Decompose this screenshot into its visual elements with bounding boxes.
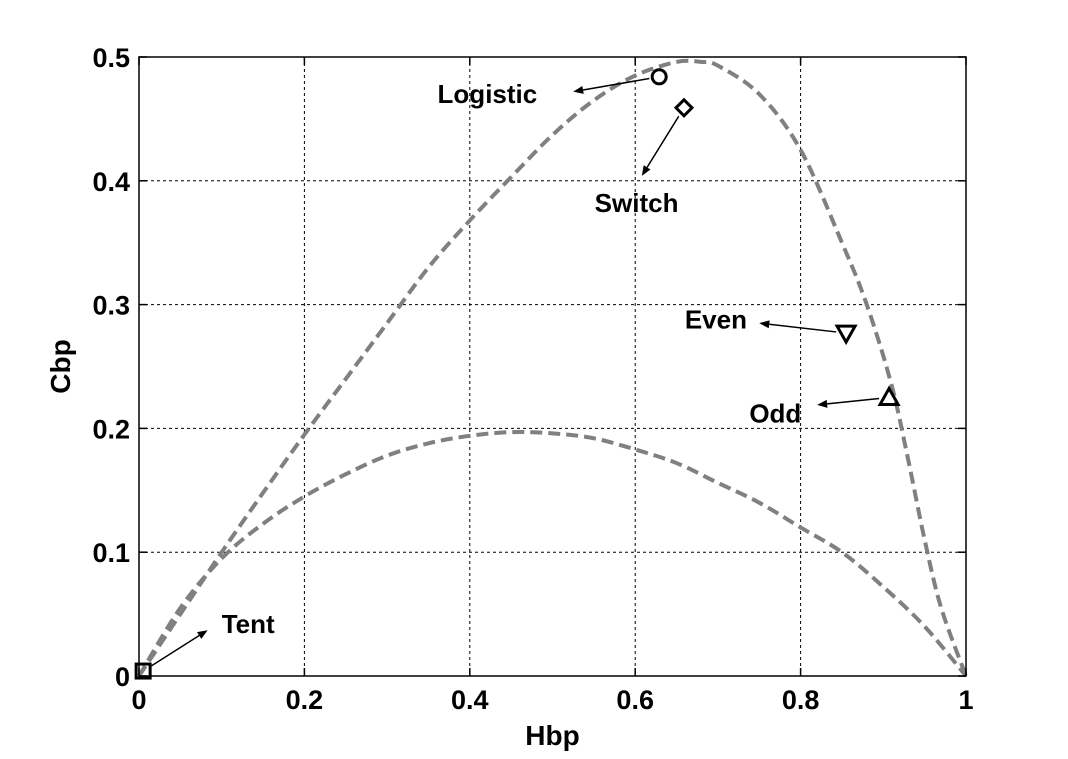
arrowhead-odd (817, 399, 828, 408)
y-tick-label: 0 (115, 662, 130, 692)
y-tick-label: 0.3 (92, 291, 130, 321)
arrow-tent (151, 634, 200, 667)
arrow-switch (646, 115, 680, 168)
y-tick-label: 0.1 (92, 538, 130, 568)
x-tick-label: 0.2 (286, 685, 324, 715)
label-switch: Switch (595, 188, 679, 218)
marker-odd (877, 385, 901, 406)
x-ticks: 0 0.2 0.4 0.6 0.8 1 (131, 57, 974, 715)
arrowhead-switch (641, 165, 651, 176)
arrow-even (769, 323, 837, 333)
y-ticks: 0 0.1 0.2 0.3 0.4 0.5 (92, 43, 966, 692)
label-odd: Odd (749, 399, 801, 429)
y-axis-label: Cbp (45, 339, 76, 393)
arrow-logistic (582, 77, 650, 91)
x-tick-label: 0 (131, 685, 146, 715)
y-tick-label: 0.2 (92, 414, 130, 444)
arrowhead-tent (197, 630, 208, 639)
x-tick-label: 0.8 (782, 685, 820, 715)
label-tent: Tent (222, 609, 275, 639)
marker-tent (134, 662, 152, 680)
x-tick-label: 0.4 (451, 685, 489, 715)
y-tick-label: 0.5 (92, 43, 130, 73)
arrowhead-even (759, 320, 770, 329)
curve-series-1 (137, 58, 968, 678)
arrowhead-logistic (573, 86, 584, 94)
marker-logistic (650, 68, 668, 86)
curve-series-2 (137, 429, 968, 678)
marker-even (834, 324, 858, 346)
plot-frame (138, 56, 967, 677)
curves (137, 58, 968, 678)
arrow-odd (827, 397, 880, 405)
x-tick-label: 1 (958, 685, 973, 715)
y-tick-label: 0.4 (92, 167, 130, 197)
grid (139, 57, 966, 676)
x-tick-label: 0.6 (616, 685, 654, 715)
marker-switch (673, 97, 695, 118)
annotations: Logistic Switch Even Odd Tent (134, 68, 901, 680)
label-even: Even (685, 304, 747, 334)
x-axis-label: Hbp (525, 720, 579, 751)
label-logistic: Logistic (438, 79, 538, 109)
